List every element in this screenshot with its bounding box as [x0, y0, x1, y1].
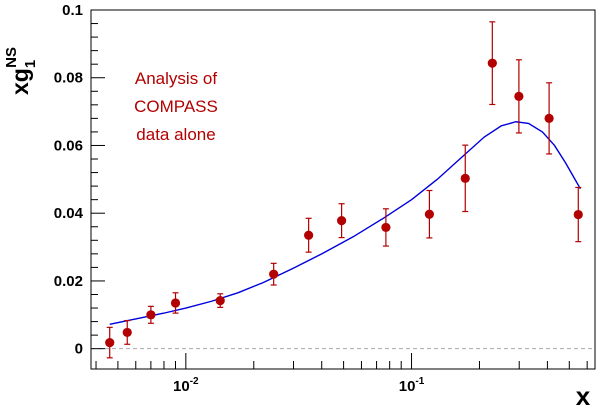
- data-point: [573, 209, 583, 220]
- annotation: Analysis of COMPASS data alone: [134, 69, 218, 144]
- annotation-line-1: Analysis of: [135, 69, 217, 88]
- svg-text:xg1NS: xg1NS: [3, 47, 39, 95]
- y-axis-label-sub: 1: [22, 60, 39, 68]
- annotation-line-3: data alone: [136, 125, 215, 144]
- data-point: [514, 91, 524, 101]
- annotation-line-2: COMPASS: [134, 97, 218, 116]
- y-tick-label: 0.1: [62, 2, 83, 19]
- y-tick-label: 0.06: [54, 137, 83, 154]
- data-point: [122, 327, 132, 338]
- data-point: [146, 310, 156, 320]
- x-tick-label: 10-1: [399, 376, 425, 395]
- y-tick-label: 0.04: [54, 205, 84, 222]
- data-point: [337, 216, 347, 226]
- data-point: [487, 58, 497, 68]
- data-point: [381, 222, 391, 233]
- data-point: [105, 337, 115, 348]
- x-tick-label: 10-2: [173, 376, 199, 395]
- y-tick-label: 0.08: [54, 70, 83, 87]
- data-point: [304, 230, 314, 240]
- data-point: [544, 113, 554, 123]
- y-axis-label-sup: NS: [3, 47, 20, 68]
- data-point: [215, 295, 225, 306]
- data-point: [269, 269, 279, 279]
- data-point: [460, 173, 470, 183]
- y-tick-label: 0.02: [54, 273, 83, 290]
- x-axis-label: x: [576, 381, 591, 410]
- fit-curve: [109, 121, 581, 325]
- data-point: [170, 298, 181, 308]
- y-tick-label: 0: [75, 341, 83, 358]
- plot-frame: [90, 9, 596, 370]
- y-axis-label: xg1NS: [3, 47, 39, 95]
- y-axis-label-main: xg: [7, 68, 33, 95]
- data-point: [424, 209, 435, 219]
